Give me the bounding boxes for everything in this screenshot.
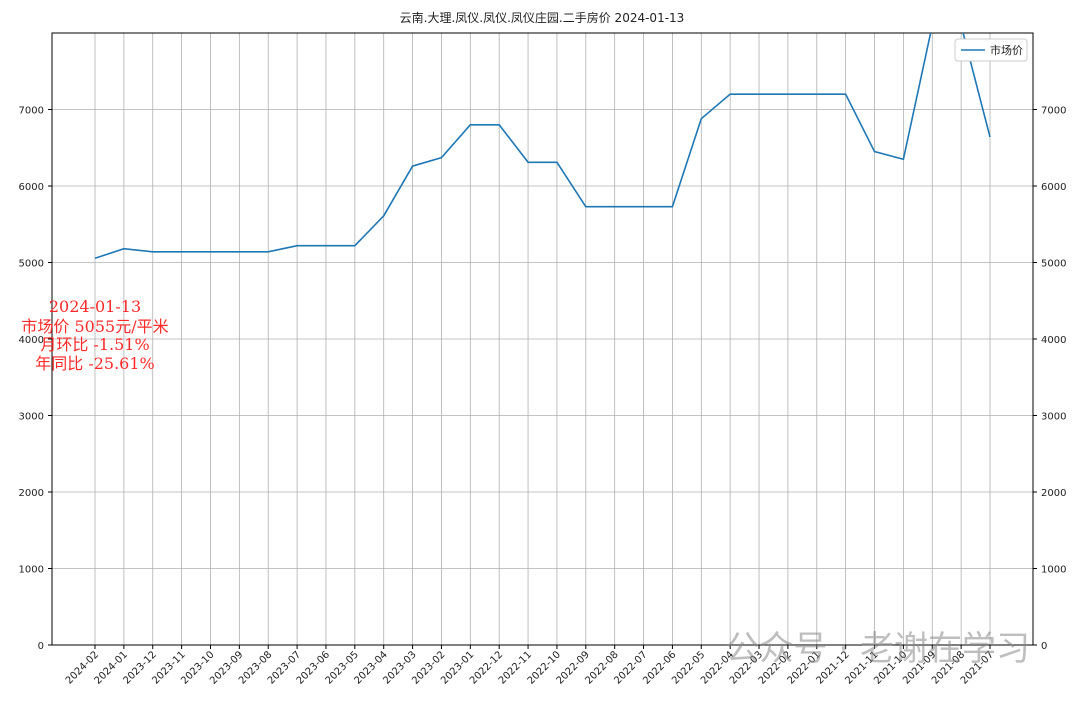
y2-tick-label: 5000 xyxy=(1041,259,1066,270)
y-tick-label: 7000 xyxy=(19,106,44,117)
y2-tick-label: 2000 xyxy=(1041,488,1066,499)
y-tick-label: 5000 xyxy=(19,259,44,270)
y-tick-label: 4000 xyxy=(19,335,44,346)
y-tick-label: 6000 xyxy=(19,182,44,193)
annotation: 市场价 5055元/平米 xyxy=(21,317,168,336)
plot-frame xyxy=(51,32,1034,646)
legend-box xyxy=(954,38,1028,62)
y2-tick-label: 0 xyxy=(1041,641,1047,652)
annotation: 2024-01-13 xyxy=(49,297,141,316)
y2-tick-label: 3000 xyxy=(1041,412,1066,423)
y-tick-label: 0 xyxy=(38,641,44,652)
watermark: 公众号 · 老谢在学习 xyxy=(726,629,1030,669)
series-line xyxy=(94,33,991,260)
y2-tick-label: 4000 xyxy=(1041,335,1066,346)
y-tick-label: 3000 xyxy=(19,412,44,423)
chart-title: 云南.大理.凤仪.凤仪.凤仪庄园.二手房价 2024-01-13 xyxy=(400,10,685,25)
y2-tick-label: 6000 xyxy=(1041,182,1066,193)
annotation: 年同比 -25.61% xyxy=(35,354,155,373)
y2-tick-label: 1000 xyxy=(1041,565,1066,576)
y-tick-label: 1000 xyxy=(19,565,44,576)
y2-tick-label: 7000 xyxy=(1041,106,1066,117)
legend-label: 市场价 xyxy=(990,43,1023,57)
plot-area xyxy=(94,33,991,260)
y-tick-label: 2000 xyxy=(19,488,44,499)
annotation: 月环比 -1.51% xyxy=(40,335,149,354)
